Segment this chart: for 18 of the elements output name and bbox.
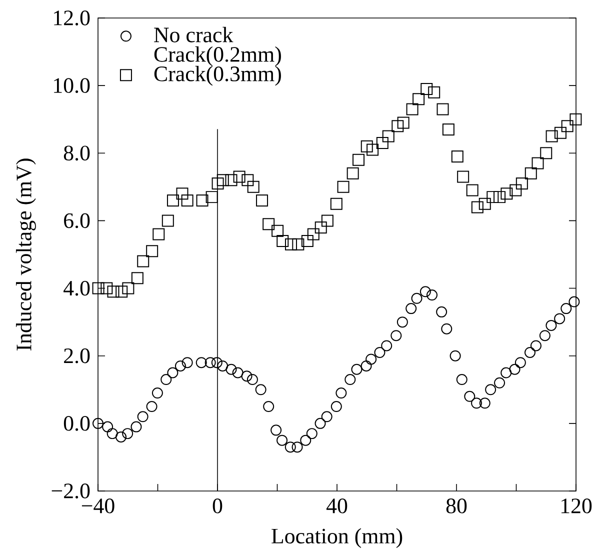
x-tick-label: 40	[326, 498, 348, 514]
legend-label: No crack	[154, 26, 234, 42]
legend-label: Crack(0.2mm)	[154, 46, 281, 66]
legend-label: Crack(0.3mm)	[154, 66, 281, 86]
x-tick-label: 80	[446, 498, 467, 514]
y-tick-label: 12.0	[54, 10, 90, 26]
y-axis-title: Induced voltage (mV)	[16, 158, 36, 350]
x-tick-label: −40	[82, 498, 114, 514]
y-tick-label: 2.0	[64, 348, 90, 364]
y-tick-label: 4.0	[64, 280, 90, 296]
y-tick-label: 10.0	[54, 78, 90, 94]
x-tick-label: 120	[561, 498, 592, 514]
x-tick-label: 0	[212, 498, 222, 514]
y-tick-label: 0.0	[64, 416, 90, 431]
x-axis-title: Location (mm)	[272, 528, 402, 548]
y-tick-label: −2.0	[52, 484, 90, 498]
y-tick-label: 6.0	[64, 213, 90, 228]
y-tick-label: 8.0	[64, 146, 90, 161]
